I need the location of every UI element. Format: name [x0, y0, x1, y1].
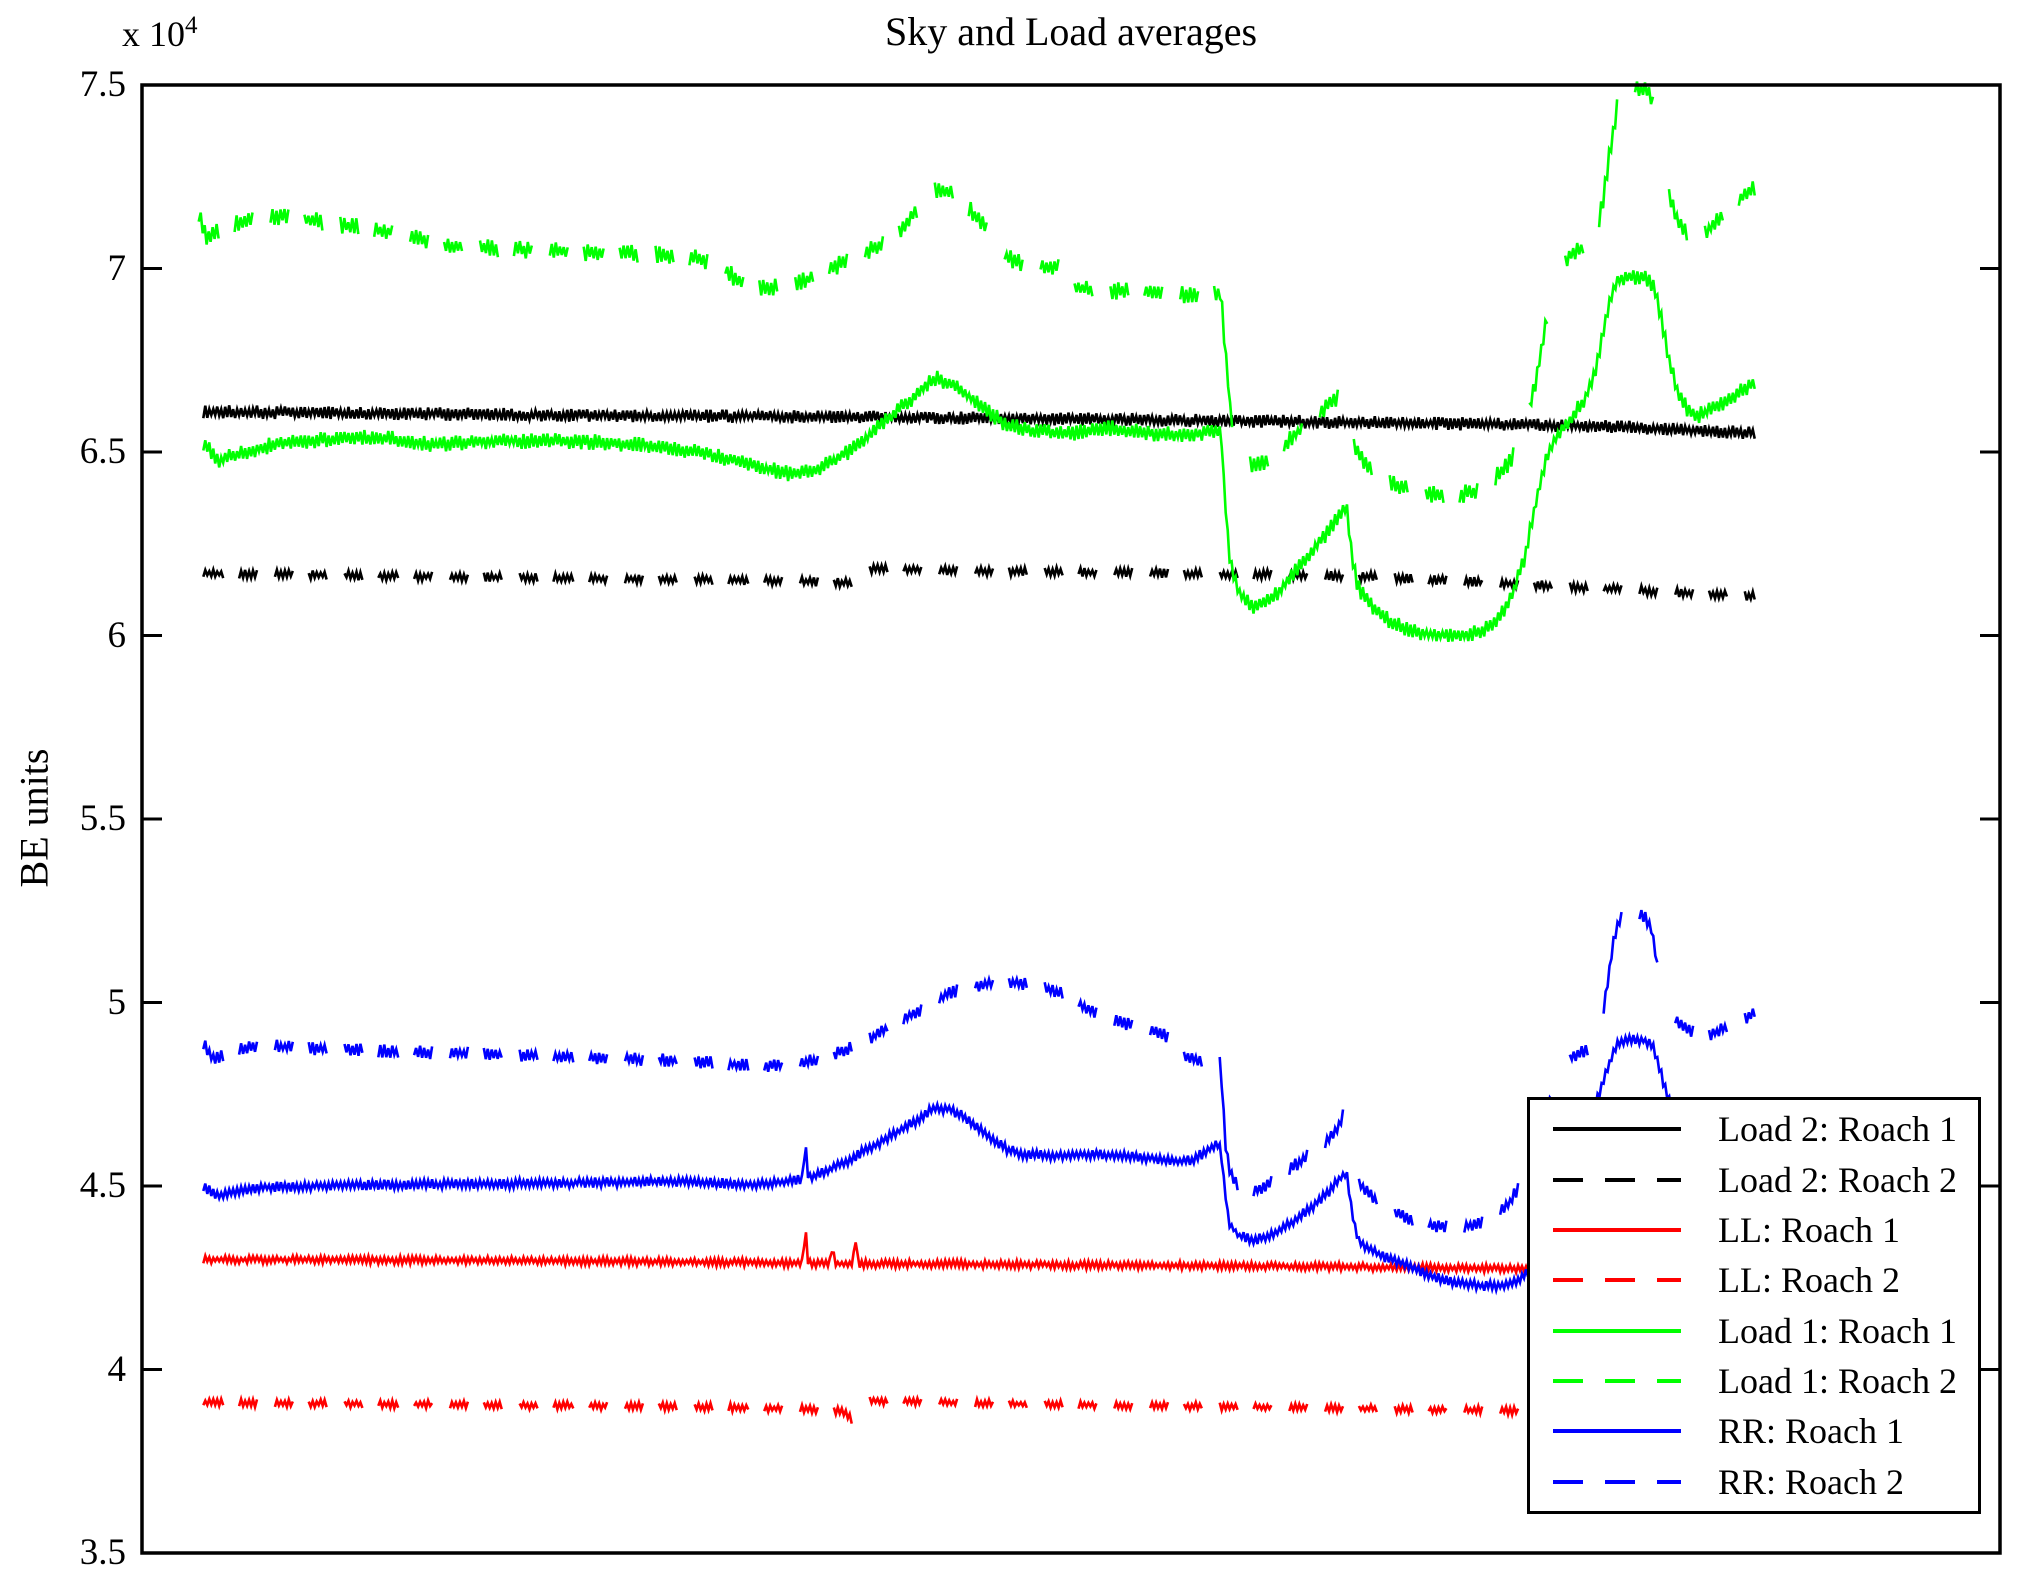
legend-line-sample-solid — [1553, 1328, 1681, 1333]
y-axis-scale-label: x 104 — [122, 12, 198, 55]
y-tick-label: 4 — [107, 1348, 127, 1390]
y-tick-label: 7.5 — [79, 64, 126, 105]
series-ll-roach-1 — [202, 1232, 1756, 1280]
legend-line-sample-dashed — [1553, 1278, 1681, 1283]
legend-line-sample-dashed — [1553, 1479, 1681, 1484]
legend-item: Load 2: Roach 2 — [1530, 1162, 1978, 1198]
y-tick-label: 6 — [107, 614, 127, 656]
legend-label: Load 1: Roach 2 — [1718, 1361, 1957, 1402]
legend-label: RR: Roach 2 — [1718, 1461, 1904, 1502]
series-ll-roach-2 — [202, 1394, 1756, 1424]
legend-item: LL: Roach 2 — [1530, 1262, 1978, 1298]
y-tick-label: 4.5 — [79, 1165, 126, 1206]
legend-item: RR: Roach 2 — [1530, 1464, 1978, 1500]
legend-item: RR: Roach 1 — [1530, 1413, 1978, 1449]
chart-title: Sky and Load averages — [884, 9, 1258, 54]
legend-line-sample-dashed — [1553, 1177, 1681, 1182]
legend-label: Load 1: Roach 1 — [1718, 1310, 1957, 1351]
legend-item: Load 1: Roach 1 — [1530, 1313, 1978, 1349]
legend: Load 2: Roach 1 Load 2: Roach 2 LL: Roach … — [1527, 1097, 1981, 1514]
legend-line-sample-solid — [1553, 1227, 1681, 1232]
y-tick-label: 3.5 — [79, 1532, 126, 1573]
series-load-1-roach-2 — [197, 81, 1756, 503]
legend-item: Load 1: Roach 2 — [1530, 1363, 1978, 1399]
y-scale-exponent: 4 — [185, 12, 198, 39]
y-tick-label: 5 — [107, 981, 127, 1023]
legend-label: RR: Roach 1 — [1718, 1411, 1904, 1452]
series-rr-roach-2 — [202, 909, 1756, 1233]
legend-label: LL: Roach 1 — [1718, 1209, 1900, 1250]
legend-label: LL: Roach 2 — [1718, 1260, 1900, 1301]
legend-line-sample-dashed — [1553, 1379, 1681, 1384]
legend-item: LL: Roach 1 — [1530, 1212, 1978, 1248]
y-tick-label: 5.5 — [79, 798, 126, 839]
legend-line-sample-solid — [1553, 1429, 1681, 1434]
legend-label: Load 2: Roach 1 — [1718, 1109, 1957, 1150]
series-load-2-roach-1 — [202, 402, 1756, 441]
series-rr-roach-1 — [202, 1030, 1756, 1296]
y-tick-label: 6.5 — [79, 431, 126, 472]
y-tick-label: 7 — [107, 247, 127, 289]
series-load-1-roach-1 — [202, 270, 1756, 643]
y-scale-prefix: x 10 — [122, 14, 185, 54]
legend-item: Load 2: Roach 1 — [1530, 1111, 1978, 1147]
legend-line-sample-solid — [1553, 1127, 1681, 1132]
series-load-2-roach-2 — [202, 559, 1756, 604]
legend-label: Load 2: Roach 2 — [1718, 1159, 1957, 1200]
